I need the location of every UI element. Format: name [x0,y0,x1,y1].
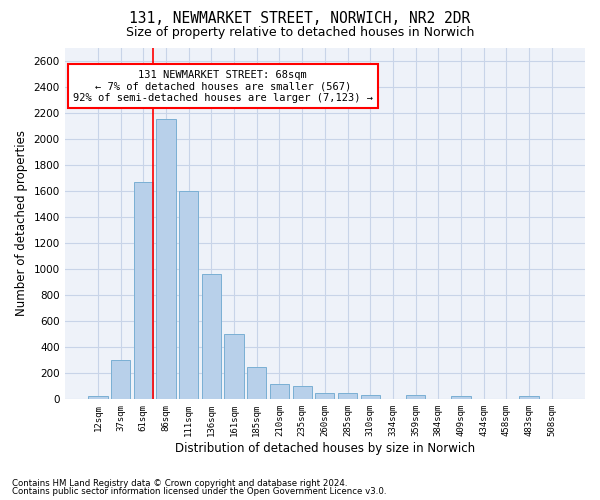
Bar [224,334,244,400]
Text: 131 NEWMARKET STREET: 68sqm
← 7% of detached houses are smaller (567)
92% of sem: 131 NEWMARKET STREET: 68sqm ← 7% of deta… [73,70,373,103]
Bar [202,274,221,400]
Bar [361,395,380,400]
Bar [520,396,539,400]
Bar [315,393,334,400]
Text: Contains public sector information licensed under the Open Government Licence v3: Contains public sector information licen… [12,488,386,496]
Bar [157,119,176,400]
Text: 131, NEWMARKET STREET, NORWICH, NR2 2DR: 131, NEWMARKET STREET, NORWICH, NR2 2DR [130,11,470,26]
Bar [338,393,357,400]
Bar [134,182,153,400]
Bar [451,396,470,400]
Text: Contains HM Land Registry data © Crown copyright and database right 2024.: Contains HM Land Registry data © Crown c… [12,478,347,488]
Bar [111,360,130,400]
Bar [293,386,312,400]
Bar [247,367,266,400]
X-axis label: Distribution of detached houses by size in Norwich: Distribution of detached houses by size … [175,442,475,455]
Bar [270,384,289,400]
Y-axis label: Number of detached properties: Number of detached properties [15,130,28,316]
Bar [406,395,425,400]
Bar [179,192,199,400]
Bar [88,396,107,400]
Text: Size of property relative to detached houses in Norwich: Size of property relative to detached ho… [126,26,474,39]
